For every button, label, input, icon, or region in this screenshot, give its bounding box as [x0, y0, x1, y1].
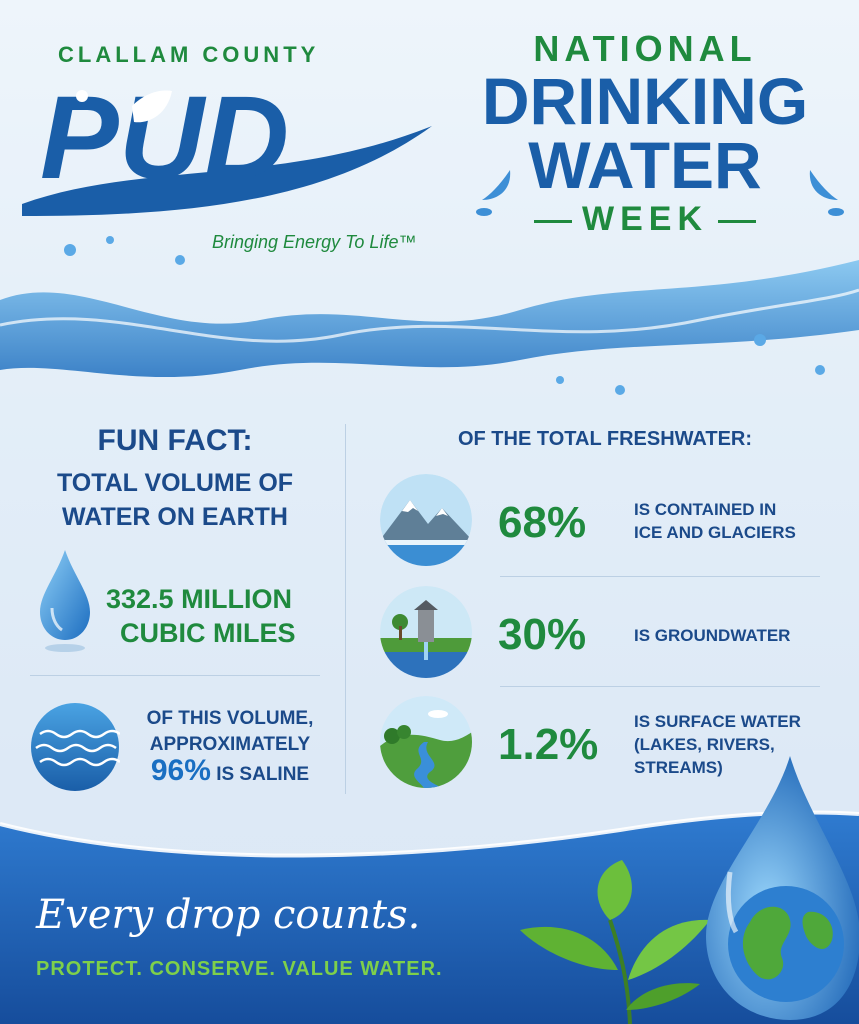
freshwater-row-surface: 1.2% IS SURFACE WATER (LAKES, RIVERS, ST…: [380, 696, 840, 796]
freshwater-row-ground: 30% IS GROUNDWATER: [380, 586, 840, 686]
title-water: WATER: [528, 128, 762, 202]
freshwater-divider-1: [500, 576, 820, 577]
freshwater-desc-surface-line1: IS SURFACE WATER: [634, 712, 801, 731]
title-national: NATIONAL: [533, 28, 757, 69]
leaf-icon: [132, 90, 172, 123]
pud-logo: PUD: [22, 72, 432, 216]
title-drinking: DRINKING: [481, 64, 809, 138]
column-divider: [345, 424, 346, 794]
logo-swoosh: [22, 126, 432, 216]
saline-text: OF THIS VOLUME, APPROXIMATELY 96% IS SAL…: [130, 706, 330, 788]
freshwater-row-ice: 68% IS CONTAINED IN ICE AND GLACIERS: [380, 474, 840, 574]
freshwater-pct-surface: 1.2%: [498, 720, 599, 769]
freshwater-desc-ground-line1: IS GROUNDWATER: [634, 626, 791, 645]
freshwater-desc-ground: IS GROUNDWATER: [634, 624, 790, 647]
volume-line1: 332.5 MILLION: [106, 584, 293, 614]
ocean-waves-icon: [31, 703, 120, 791]
logo-star-icon: [76, 90, 88, 102]
freshwater-desc-ice: IS CONTAINED IN ICE AND GLACIERS: [634, 498, 796, 544]
title-week: WEEK: [480, 200, 810, 239]
well-icon: [380, 586, 472, 678]
footer-slogan: Every drop counts.: [36, 892, 421, 938]
fun-fact-subtitle: TOTAL VOLUME OF WATER ON EARTH: [30, 466, 320, 534]
freshwater-title: OF THE TOTAL FRESHWATER:: [457, 428, 753, 450]
freshwater-desc-surface-line2: (LAKES, RIVERS,: [634, 735, 775, 754]
mountain-glacier-icon: [380, 474, 472, 566]
earth-water-drop-icon: [706, 756, 859, 1020]
freshwater-pct-ground: 30%: [498, 610, 587, 659]
footer-motto: PROTECT. CONSERVE. VALUE WATER.: [36, 958, 443, 980]
logo-county: CLALLAM COUNTY: [58, 42, 320, 67]
volume-line2: CUBIC MILES: [120, 618, 296, 648]
splash-left-icon: [476, 170, 511, 216]
volume-value: 332.5 MILLION CUBIC MILES: [106, 582, 336, 650]
freshwater-desc-surface: IS SURFACE WATER (LAKES, RIVERS, STREAMS…: [634, 710, 801, 779]
freshwater-desc-ice-line2: ICE AND GLACIERS: [634, 523, 796, 542]
saline-line2: APPROXIMATELY: [149, 734, 311, 755]
freshwater-pct-ice: 68%: [498, 498, 587, 547]
fun-fact-subtitle-line2: WATER ON EARTH: [62, 503, 288, 531]
fun-fact-title: FUN FACT:: [97, 424, 253, 457]
saline-label: IS SALINE: [216, 764, 310, 785]
freshwater-desc-ice-line1: IS CONTAINED IN: [634, 500, 777, 519]
freshwater-desc-surface-line3: STREAMS): [634, 758, 723, 777]
splash-right-icon: [809, 170, 844, 216]
water-wave: [0, 236, 859, 395]
water-drop-icon: [40, 550, 90, 652]
left-divider: [30, 675, 320, 676]
fun-fact-subtitle-line1: TOTAL VOLUME OF: [56, 469, 294, 497]
saline-percent: 96%: [150, 754, 211, 787]
river-icon: [380, 696, 472, 788]
logo-tagline: Bringing Energy To Life™: [212, 232, 417, 252]
leaves-icon: [520, 860, 710, 1024]
saline-line1: OF THIS VOLUME,: [146, 708, 314, 729]
freshwater-divider-2: [500, 686, 820, 687]
